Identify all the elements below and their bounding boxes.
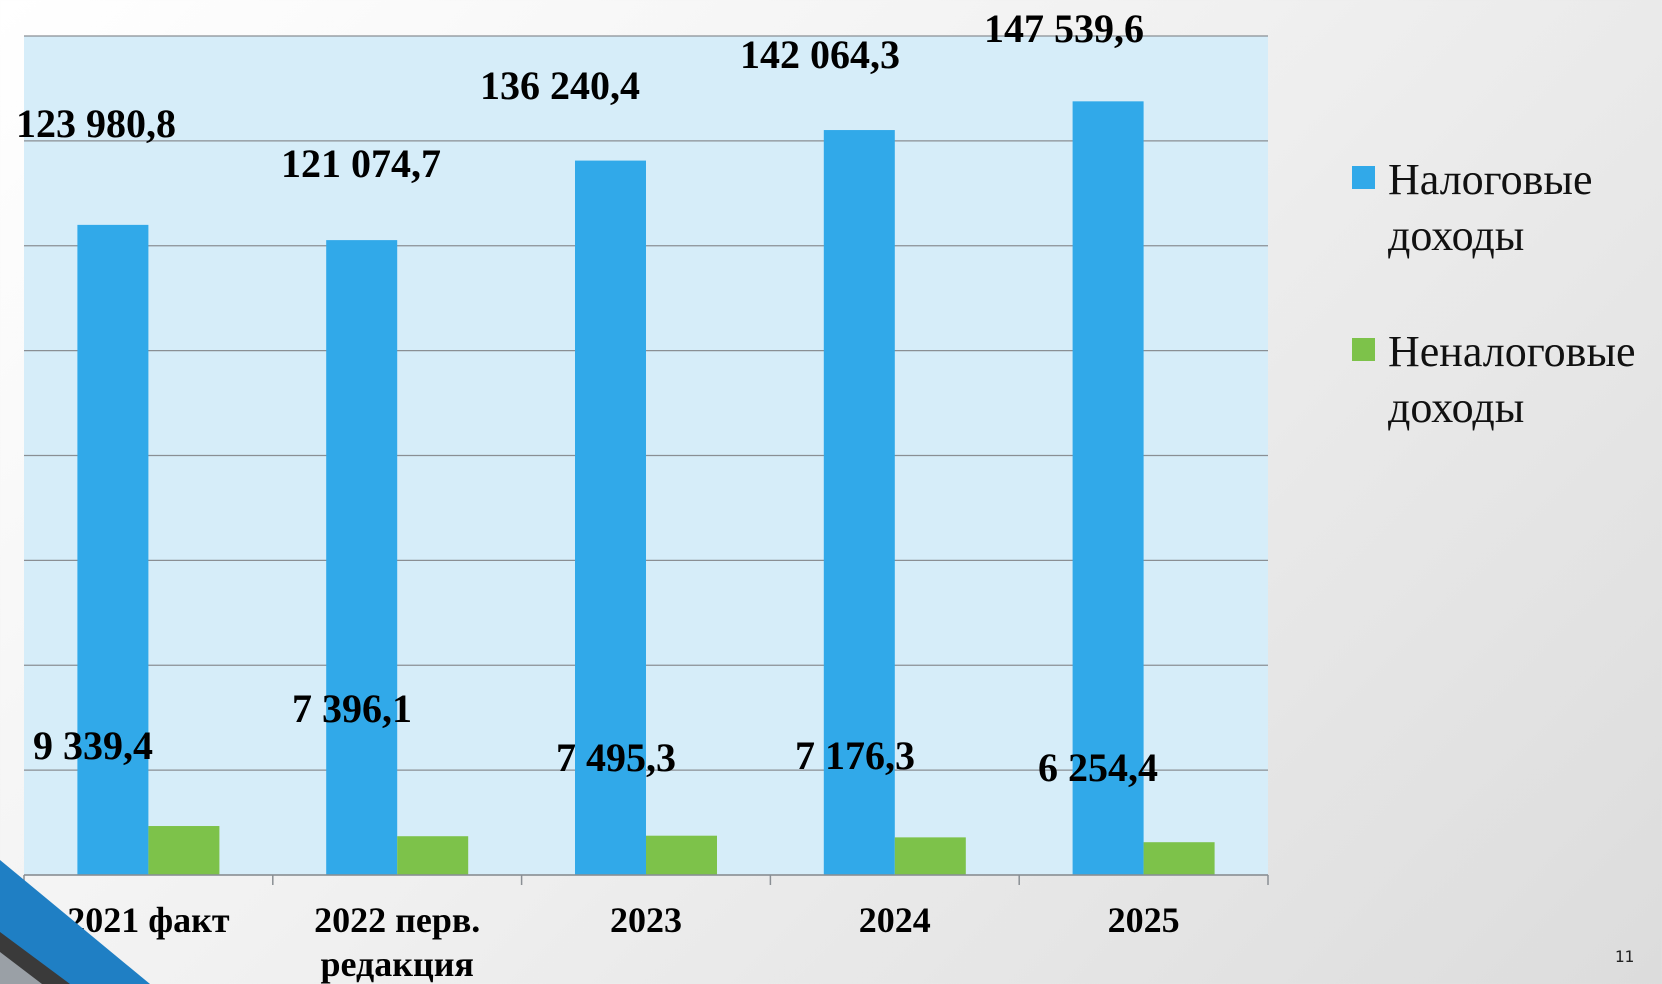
x-tick-label-line: 2025 [1108,900,1180,940]
x-tick-label: 2022 перв. редакция [314,900,480,984]
x-tick-label: 2024 [859,900,931,940]
data-label-tax: 142 064,3 [740,32,900,77]
bar-tax [1072,101,1144,875]
data-label-nontax: 7 396,1 [292,686,412,731]
legend-label-nontax: Неналоговые доходы [1388,327,1636,432]
data-label-tax: 123 980,8 [16,101,176,146]
legend-item-tax: Налоговые доходы [1352,152,1662,264]
corner-decoration [0,860,150,984]
data-label-tax: 147 539,6 [984,6,1144,51]
corner-grey-triangle [0,952,42,984]
data-label-tax: 121 074,7 [281,141,441,186]
x-tick-label: 2025 [1108,900,1180,940]
corner-blue-triangle [0,860,150,984]
bar-nontax [148,826,220,875]
x-tick-label-line: 2023 [610,900,682,940]
x-tick-label-line: 2022 перв. [314,900,480,940]
x-tick-label-line: редакция [320,944,473,984]
bar-tax [823,130,895,876]
legend: Налоговые доходы Неналоговые доходы [1352,152,1662,496]
x-tick-label: 2021 факт [67,900,230,940]
data-label-nontax: 7 495,3 [556,735,676,780]
data-label-nontax: 6 254,4 [1038,745,1158,790]
bar-tax [575,160,646,875]
legend-label-tax: Налоговые доходы [1388,155,1593,260]
data-label-tax: 136 240,4 [480,63,640,108]
bar-nontax [397,836,469,875]
x-tick-label-line: 2024 [859,900,931,940]
bar-nontax [646,835,717,875]
bar-tax [326,240,398,875]
bar-nontax [894,837,966,875]
legend-swatch-nontax [1352,338,1375,361]
legend-item-nontax: Неналоговые доходы [1352,324,1662,436]
bar-tax [77,224,149,876]
data-label-nontax: 7 176,3 [795,733,915,778]
data-label-nontax: 9 339,4 [33,723,153,768]
page-number: 11 [1614,947,1634,966]
bar-nontax [1143,842,1215,875]
x-tick-label-line: 2021 факт [67,900,230,940]
legend-swatch-tax [1352,166,1375,189]
x-tick-label: 2023 [610,900,682,940]
